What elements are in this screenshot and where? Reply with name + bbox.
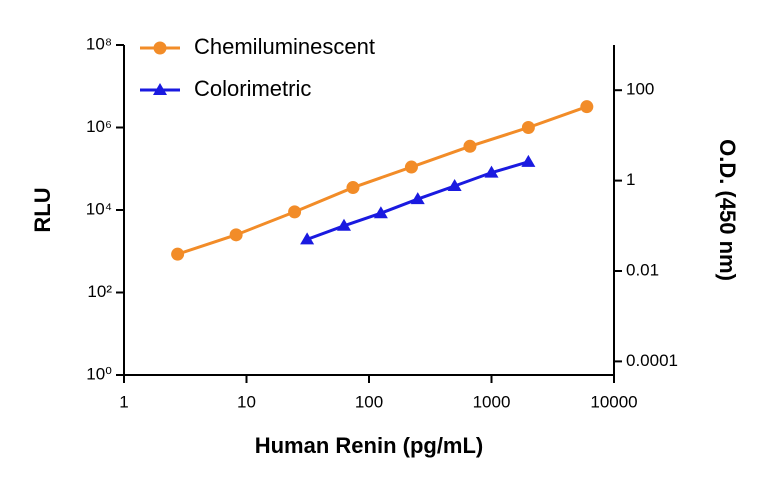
marker (288, 205, 302, 219)
marker (153, 83, 167, 95)
x-tick-label: 100 (355, 392, 383, 411)
marker (373, 206, 388, 219)
x-tick-label: 10 (237, 392, 256, 411)
y2-axis-title: O.D. (450 nm) (715, 139, 740, 281)
y2-tick-label: 1 (626, 170, 635, 189)
marker (300, 232, 315, 245)
marker (447, 178, 462, 191)
marker (153, 41, 167, 55)
y-tick-label: 10⁶ (86, 117, 112, 136)
series-line (177, 105, 588, 256)
y2-tick-label: 100 (626, 80, 654, 99)
legend-label: Colorimetric (194, 76, 311, 101)
marker (580, 100, 594, 114)
marker (229, 228, 243, 242)
legend-label: Chemiluminescent (194, 34, 375, 59)
marker (410, 192, 425, 205)
x-tick-label: 1 (119, 392, 128, 411)
marker (171, 247, 185, 261)
marker (404, 160, 418, 174)
x-tick-label: 1000 (473, 392, 511, 411)
marker (463, 139, 477, 153)
y2-tick-label: 0.0001 (626, 351, 678, 370)
y-tick-label: 10² (87, 282, 112, 301)
x-tick-label: 10000 (590, 392, 637, 411)
y-tick-label: 10⁸ (86, 34, 112, 53)
marker (521, 154, 536, 167)
marker (521, 121, 535, 134)
y-tick-label: 10⁴ (86, 199, 112, 218)
y-axis-title: RLU (30, 187, 55, 232)
x-axis-title: Human Renin (pg/mL) (255, 433, 484, 458)
marker (346, 181, 360, 195)
marker (484, 165, 499, 178)
y2-tick-label: 0.01 (626, 260, 659, 279)
marker (336, 218, 351, 231)
y-tick-label: 10⁰ (86, 364, 112, 383)
